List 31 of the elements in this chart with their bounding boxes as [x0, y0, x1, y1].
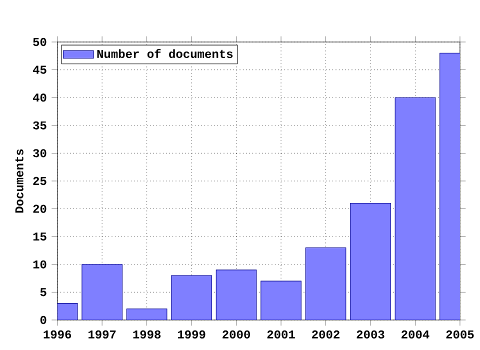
y-tick-label: 5 — [40, 288, 46, 296]
x-tick-label: 2002 — [312, 330, 340, 339]
y-tick-label: 35 — [33, 121, 46, 130]
y-tick-label: 10 — [33, 260, 46, 268]
y-tick-label: 40 — [32, 94, 46, 102]
bar — [260, 280, 302, 320]
y-axis-title: Documents — [15, 149, 24, 213]
y-tick-label: 20 — [33, 204, 46, 213]
x-tick-label: 1998 — [133, 330, 161, 339]
bar — [171, 275, 212, 320]
y-tick-label: 30 — [33, 149, 46, 158]
x-tick-label: 2001 — [267, 330, 295, 339]
x-tick-label: 2000 — [222, 330, 250, 339]
bar — [394, 97, 436, 320]
bar — [126, 308, 168, 320]
x-tick-label: 2005 — [446, 330, 474, 339]
bar — [350, 202, 391, 320]
bar — [305, 247, 346, 320]
legend-label: Number of documents — [97, 49, 233, 58]
x-tick-label: 1997 — [88, 330, 116, 339]
x-tick-label: 2004 — [402, 330, 430, 339]
x-tick-label: 1999 — [178, 330, 206, 339]
y-tick-label: 25 — [33, 176, 46, 186]
x-tick-label: 2003 — [356, 330, 384, 339]
bar — [82, 264, 122, 320]
y-tick-label: 15 — [33, 232, 46, 241]
x-tick-label: 1996 — [44, 330, 72, 339]
y-tick-label: 0 — [40, 316, 46, 324]
bar — [216, 270, 257, 320]
y-tick-label: 50 — [33, 38, 46, 46]
y-tick-label: 45 — [32, 66, 46, 74]
